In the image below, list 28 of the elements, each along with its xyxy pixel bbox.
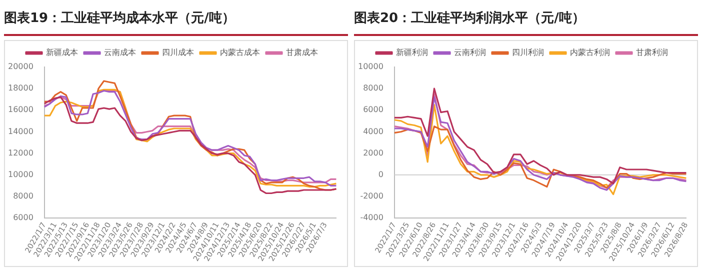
legend-label: 云南利润 [454,48,486,58]
y-tick-label: 2000 [363,148,384,158]
legend-label: 新疆成本 [46,48,78,58]
y-tick-label: 12000 [8,148,34,158]
y-tick-label: 6000 [13,213,34,222]
chart-title: 图表20：工业硅平均利润水平（元/吨） [354,4,698,36]
legend-label: 四川利润 [512,48,544,58]
legend-label: 新疆利润 [396,48,428,58]
y-tick-label: -2000 [360,192,384,201]
y-tick-label: 8000 [13,192,34,201]
y-tick-label: 16000 [8,105,34,114]
y-tick-label: 14000 [8,126,34,136]
y-tick-label: 10000 [8,170,34,179]
y-tick-label: 8000 [363,84,384,93]
legend-label: 内蒙古利润 [570,48,610,58]
legend-label: 甘肃成本 [286,48,318,58]
legend-label: 四川成本 [162,48,194,58]
y-tick-label: 4000 [363,126,384,136]
chart-title: 图表19：工业硅平均成本水平（元/吨） [4,4,348,36]
legend-label: 内蒙古成本 [220,48,260,58]
y-tick-label: 20000 [8,62,34,72]
legend-label: 甘肃利润 [636,48,668,58]
y-tick-label: 10000 [358,62,384,72]
y-tick-label: -4000 [360,213,384,222]
y-tick-label: 6000 [363,105,384,114]
y-tick-label: 0 [378,170,384,179]
legend-label: 云南成本 [104,48,136,58]
y-tick-label: 18000 [8,84,34,93]
